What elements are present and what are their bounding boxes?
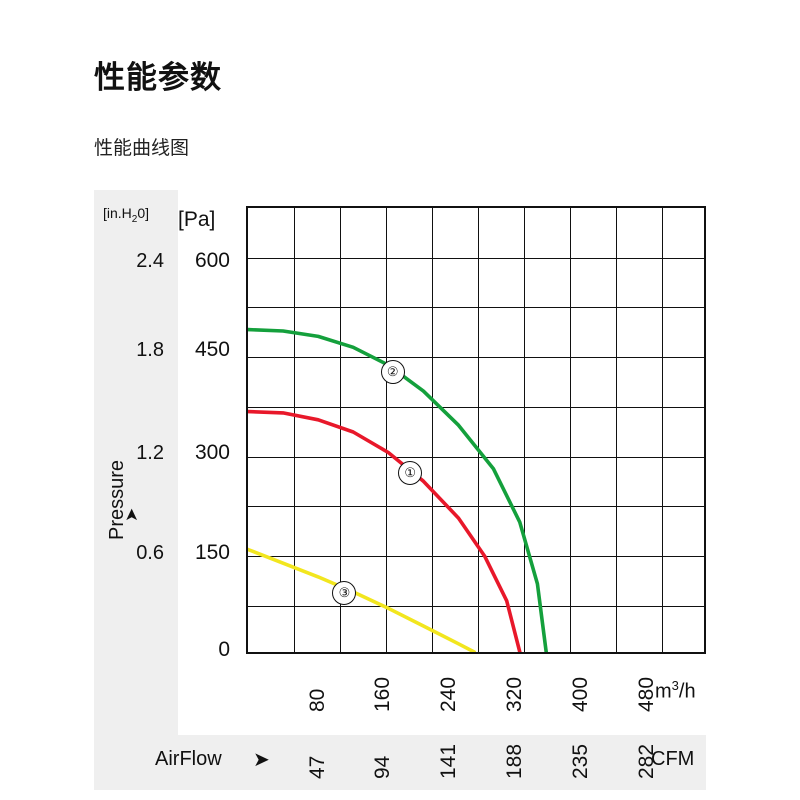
y-tick-inh2o-2-4: 2.4 <box>136 250 164 272</box>
x-tick-cfm-235: 235 <box>569 743 592 779</box>
airflow-label: AirFlow <box>155 748 222 770</box>
gridline-h-6 <box>248 506 704 508</box>
chart-subtitle: 性能曲线图 <box>94 138 190 159</box>
y-tick-pa-450: 450 <box>194 338 230 361</box>
gridline-v-4 <box>432 208 433 652</box>
x-tick-cfm-47: 47 <box>306 755 329 779</box>
y-tick-pa-0: 0 <box>218 638 230 661</box>
unit-pa-label: [Pa] <box>178 208 216 231</box>
series-marker-3: ③ <box>332 581 357 606</box>
page-title: 性能参数 <box>94 60 222 95</box>
left-axis-panel <box>94 190 178 735</box>
y-tick-pa-150: 150 <box>194 541 230 564</box>
series-marker-1: ① <box>398 461 423 486</box>
y-tick-pa-600: 600 <box>194 249 230 272</box>
y-tick-inh2o-1-2: 1.2 <box>136 442 164 464</box>
gridline-h-7 <box>248 555 704 557</box>
gridline-h-4 <box>248 406 704 408</box>
series-marker-2: ② <box>380 359 405 384</box>
gridline-v-6 <box>524 208 525 652</box>
x-unit-cfm: CFM <box>651 748 695 770</box>
gridline-v-3 <box>386 208 387 652</box>
gridline-v-8 <box>616 208 617 652</box>
curve-series-1 <box>248 409 522 652</box>
y-axis-title: Pressure <box>106 459 128 540</box>
plot-area: ② ① ③ <box>246 206 706 654</box>
gridline-v-2 <box>340 208 341 652</box>
bottom-axis-panel <box>94 735 706 790</box>
x-tick-cfm-188: 188 <box>503 743 526 779</box>
x-tick-m3h-240: 240 <box>437 676 460 712</box>
gridline-h-3 <box>248 357 704 359</box>
x-tick-cfm-94: 94 <box>371 755 394 779</box>
curve-svg <box>248 327 549 652</box>
y-tick-pa-300: 300 <box>194 441 230 464</box>
x-tick-cfm-141: 141 <box>437 743 460 779</box>
x-tick-m3h-80: 80 <box>306 688 329 712</box>
pressure-arrow-icon: ➤ <box>122 507 141 522</box>
curve-series-2 <box>248 327 549 652</box>
gridline-v-7 <box>570 208 571 652</box>
gridline-v-5 <box>478 208 479 652</box>
unit-inh2o-label: [in.H20] <box>103 205 150 225</box>
airflow-arrow-icon: ➤ <box>253 749 270 771</box>
x-tick-m3h-160: 160 <box>371 676 394 712</box>
gridline-v-9 <box>662 208 663 652</box>
x-unit-m3h: m3/h <box>655 678 696 703</box>
gridline-h-2 <box>248 307 704 309</box>
gridline-v-1 <box>294 208 295 652</box>
gridline-h-1 <box>248 257 704 259</box>
gridline-h-5 <box>248 456 704 458</box>
y-tick-inh2o-0-6: 0.6 <box>136 542 164 564</box>
curve-series-3 <box>248 547 476 652</box>
x-tick-m3h-320: 320 <box>503 676 526 712</box>
y-tick-inh2o-1-8: 1.8 <box>136 339 164 361</box>
gridline-h-8 <box>248 605 704 607</box>
x-tick-m3h-400: 400 <box>569 676 592 712</box>
